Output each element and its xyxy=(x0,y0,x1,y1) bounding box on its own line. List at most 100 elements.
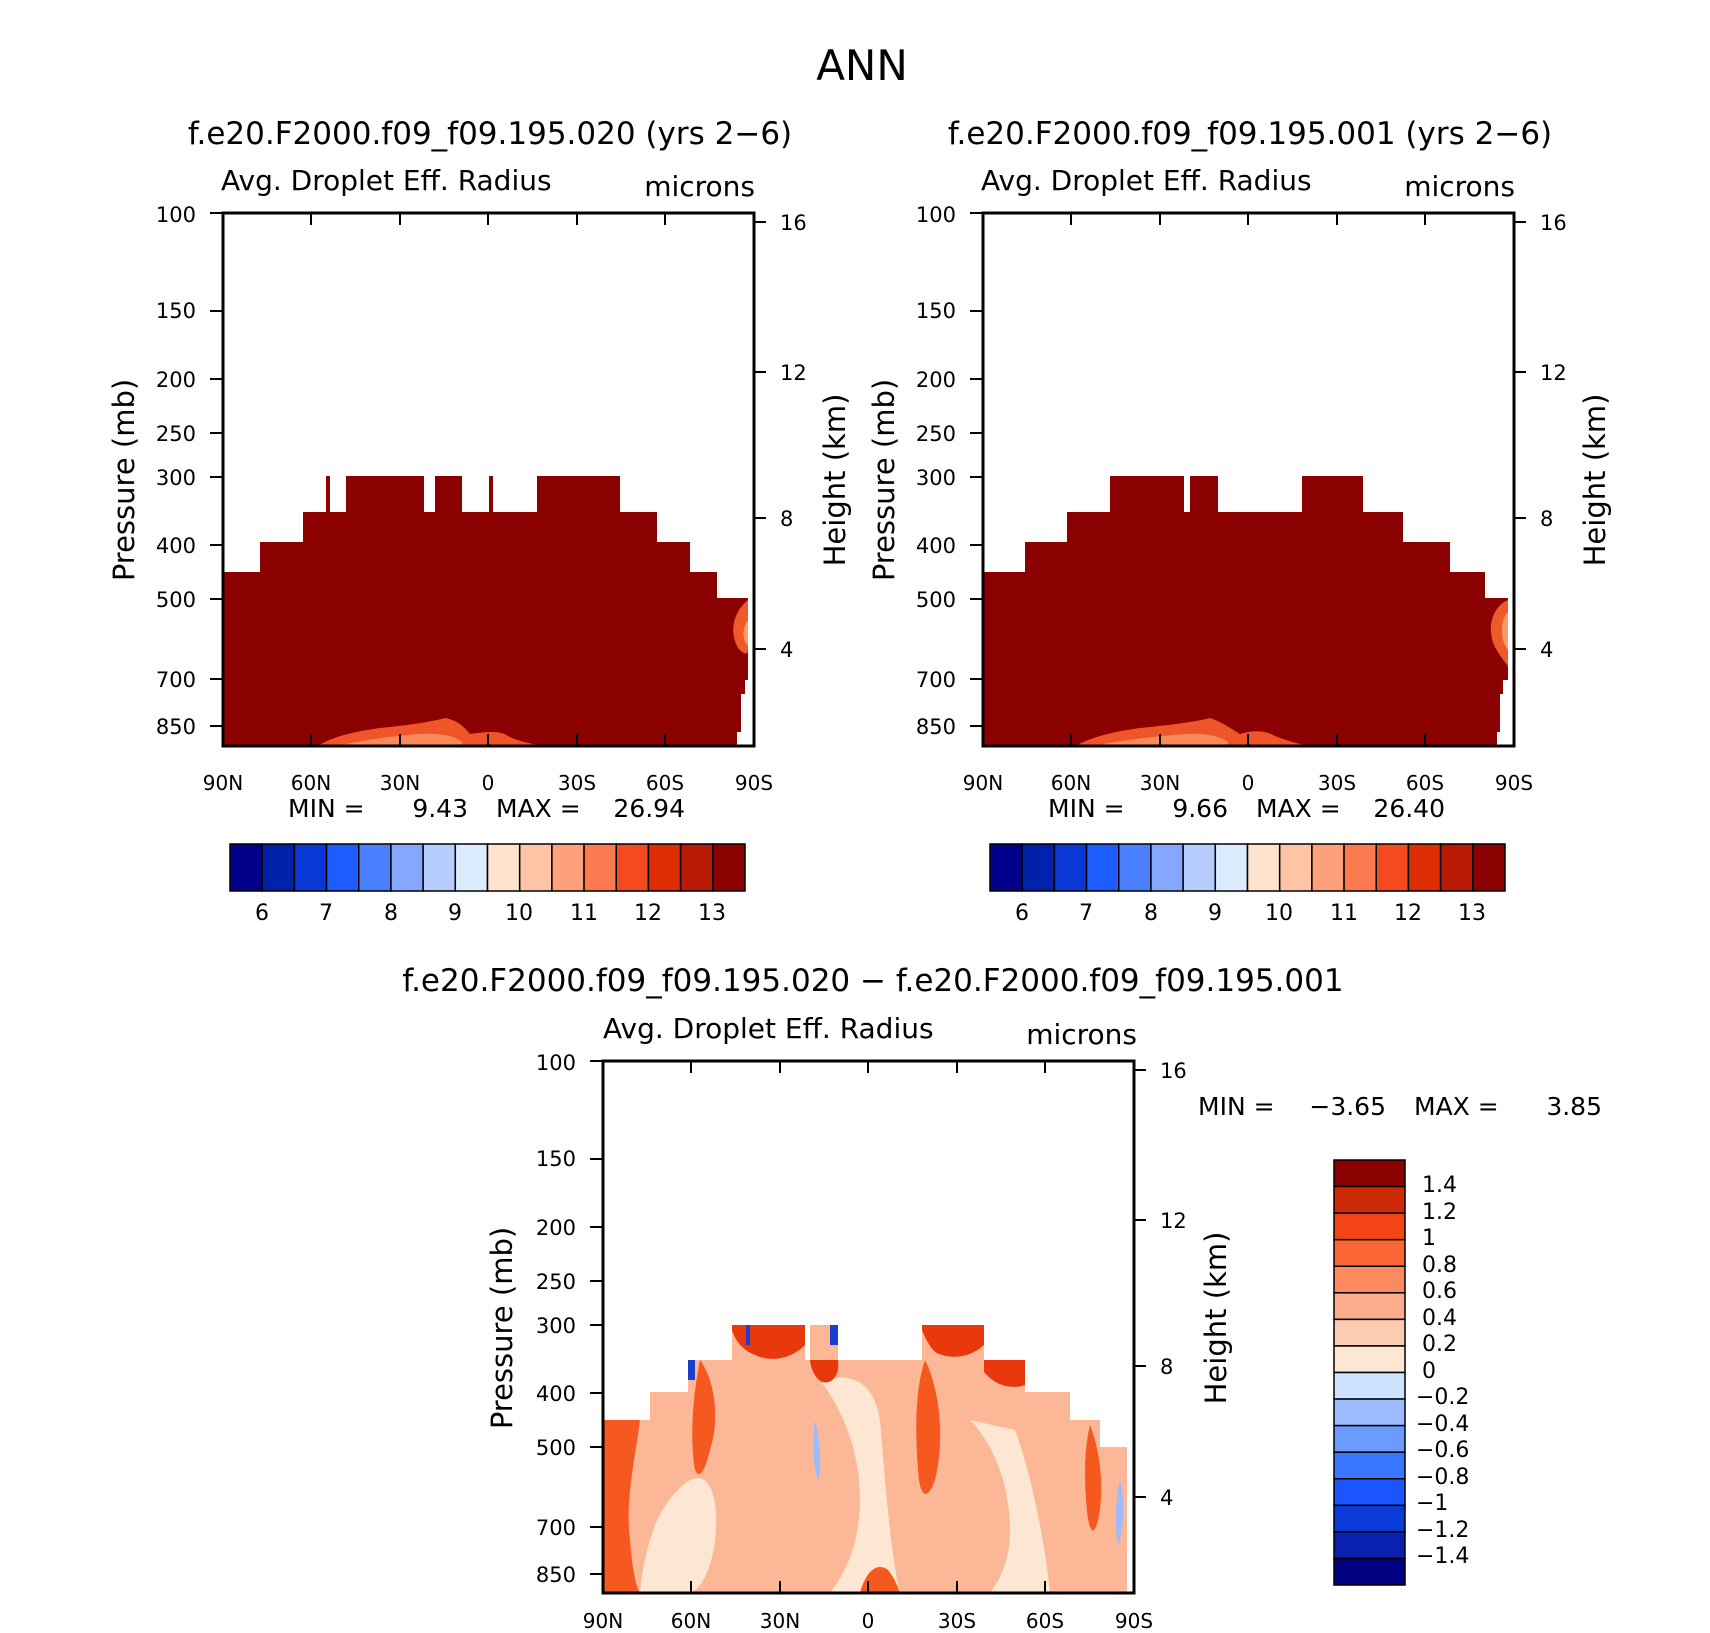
panel-1-y-ticks: 100 150 200 250 300 400 500 700 850 xyxy=(156,203,223,739)
panel-3-ytick-label: 300 xyxy=(536,1314,576,1338)
panel-3-xtick-label: 60S xyxy=(1026,1609,1064,1633)
panel-3-colorbar-swatch xyxy=(1333,1398,1406,1427)
panel-2-colorbar-swatch xyxy=(1311,843,1345,892)
panel-3-colorbar-swatch xyxy=(1333,1504,1406,1533)
panel-1-ytick-label: 850 xyxy=(156,715,196,739)
panel-3-negative-feature xyxy=(1115,1480,1124,1545)
panel-3-light-feature xyxy=(970,1420,1050,1593)
panel-3-variable: Avg. Droplet Eff. Radius xyxy=(603,1012,934,1045)
panel-1: f.e20.F2000.f09_f09.195.020 (yrs 2−6) Av… xyxy=(107,116,852,926)
panel-3-negative-feature xyxy=(688,1360,695,1380)
panel-1-max-value: 26.94 xyxy=(613,794,685,823)
panel-1-xtick-label: 60N xyxy=(291,771,331,795)
panel-3-title: f.e20.F2000.f09_f09.195.020 − f.e20.F200… xyxy=(402,963,1343,999)
panel-3-light-feature xyxy=(820,1377,900,1593)
panel-2-colorbar-swatch xyxy=(1150,843,1184,892)
panel-1-colorbar-swatch xyxy=(358,843,392,892)
panel-3-colorbar-swatch xyxy=(1333,1424,1406,1453)
panel-3-ytick-label: 100 xyxy=(536,1051,576,1075)
panel-3-colorbar-swatch xyxy=(1333,1212,1406,1241)
panel-2-height-tick-label: 16 xyxy=(1540,211,1567,235)
panel-2-colorbar-label: 9 xyxy=(1208,901,1222,926)
panel-2-xtick-label: 0 xyxy=(1242,771,1255,795)
panel-3-colorbar-label: −1.2 xyxy=(1416,1518,1469,1543)
panel-3-colorbar-swatch xyxy=(1333,1478,1406,1507)
panel-3-y-ticks: 100 150 200 250 300 400 500 700 850 xyxy=(536,1051,603,1587)
panel-3-colorbar-label: 1 xyxy=(1422,1226,1436,1251)
panel-3-top-edge-feature xyxy=(810,1360,839,1383)
panel-3-xtick-label: 0 xyxy=(862,1609,875,1633)
panel-1-colorbar-label: 12 xyxy=(634,901,662,926)
panel-2-colorbar xyxy=(989,843,1506,892)
panel-2-colorbar-label: 8 xyxy=(1144,901,1158,926)
panel-3-colorbar-label: −0.4 xyxy=(1416,1412,1469,1437)
panel-2-low-level-inner xyxy=(1095,733,1228,746)
panel-2-xtick-label: 30N xyxy=(1140,771,1180,795)
panel-2-colorbar-swatch xyxy=(1021,843,1056,892)
panel-1-colorbar-label: 11 xyxy=(570,901,598,926)
panel-1-colorbar-swatch xyxy=(261,843,296,892)
panel-3-colorbar-label: −1 xyxy=(1416,1491,1448,1516)
panel-2-xtick-label: 90S xyxy=(1495,771,1533,795)
panel-3-negative-feature xyxy=(830,1325,838,1345)
panel-3-colorbar-label: 1.4 xyxy=(1422,1173,1457,1198)
panel-3-top-edge-feature xyxy=(922,1325,984,1357)
panel-3-xtick-label: 60N xyxy=(671,1609,711,1633)
panel-1-xtick-label: 30N xyxy=(380,771,420,795)
panel-2-colorbar-swatch xyxy=(1343,843,1378,892)
panel-3-ytick-label: 150 xyxy=(536,1147,576,1171)
panel-2-colorbar-swatch xyxy=(1085,843,1120,892)
panel-2-title: f.e20.F2000.f09_f09.195.001 (yrs 2−6) xyxy=(948,116,1552,152)
panel-1-field xyxy=(223,476,748,746)
panel-1-x-ticks: 90N 60N 30N 0 30S 60S 90S xyxy=(203,213,773,795)
panel-1-units: microns xyxy=(644,170,755,203)
panel-3-colorbar-label: 0.4 xyxy=(1422,1306,1457,1331)
panel-3-x-ticks: 90N 60N 30N 0 30S 60S 90S xyxy=(583,1061,1153,1633)
panel-1-colorbar-swatch xyxy=(679,843,714,892)
panel-1-xtick-label: 0 xyxy=(482,771,495,795)
panel-1-colorbar-swatch xyxy=(647,843,682,892)
panel-2-max-value: 26.40 xyxy=(1373,794,1445,823)
panel-3-min-label: MIN = xyxy=(1198,1092,1275,1121)
panel-3-colorbar-swatch xyxy=(1333,1159,1406,1188)
panel-3-top-edge-feature xyxy=(984,1360,1025,1387)
panel-3-ytick-label: 200 xyxy=(536,1216,576,1240)
panel-1-height-tick-label: 12 xyxy=(780,361,807,385)
panel-1-polar-feature-inner xyxy=(743,620,748,646)
panel-1-height-tick-label: 8 xyxy=(780,507,793,531)
panel-2-colorbar-label: 7 xyxy=(1079,901,1093,926)
panel-3-colorbar-label: 0.6 xyxy=(1422,1279,1457,1304)
panel-1-xtick-label: 90N xyxy=(203,771,243,795)
panel-3-ylabel-right: Height (km) xyxy=(1199,1232,1233,1405)
panel-2-xtick-label: 60S xyxy=(1406,771,1444,795)
panel-2-ytick-label: 400 xyxy=(916,534,956,558)
panel-3-colorbar-label: 0.2 xyxy=(1422,1332,1457,1357)
panel-1-ytick-label: 500 xyxy=(156,588,196,612)
panel-1-colorbar xyxy=(229,843,746,892)
panel-1-xtick-label: 30S xyxy=(558,771,596,795)
panel-1-colorbar-swatch xyxy=(486,843,521,892)
panel-1-ytick-label: 300 xyxy=(156,466,196,490)
panel-3-strong-feature xyxy=(692,1360,716,1474)
panel-2-colorbar-swatch xyxy=(1118,843,1152,892)
panel-2-colorbar-label: 13 xyxy=(1458,901,1486,926)
panel-3-height-tick-label: 16 xyxy=(1160,1059,1187,1083)
panel-1-cloud-region xyxy=(223,476,748,746)
panel-3-colorbar-swatch xyxy=(1333,1557,1406,1586)
panel-2-right-ticks: 16 12 8 4 xyxy=(1514,211,1567,662)
panel-3-top-edge-feature xyxy=(732,1325,805,1359)
panel-1-colorbar-label: 9 xyxy=(448,901,462,926)
panel-2-y-ticks: 100 150 200 250 300 400 500 700 850 xyxy=(916,203,983,739)
panel-2-ytick-label: 200 xyxy=(916,368,956,392)
panel-3-height-tick-label: 12 xyxy=(1160,1209,1187,1233)
panel-2-colorbar-swatch xyxy=(1246,843,1281,892)
panel-3-min-value: −3.65 xyxy=(1309,1092,1386,1121)
panel-2-colorbar-label: 11 xyxy=(1330,901,1358,926)
panel-1-colorbar-swatch xyxy=(422,843,457,892)
panel-1-xtick-label: 90S xyxy=(735,771,773,795)
panel-2-variable: Avg. Droplet Eff. Radius xyxy=(981,164,1312,197)
panel-1-title: f.e20.F2000.f09_f09.195.020 (yrs 2−6) xyxy=(188,116,792,152)
panel-1-min-label: MIN = xyxy=(288,794,365,823)
panel-2-colorbar-labels: 6 7 8 9 10 11 12 13 xyxy=(1015,901,1486,926)
